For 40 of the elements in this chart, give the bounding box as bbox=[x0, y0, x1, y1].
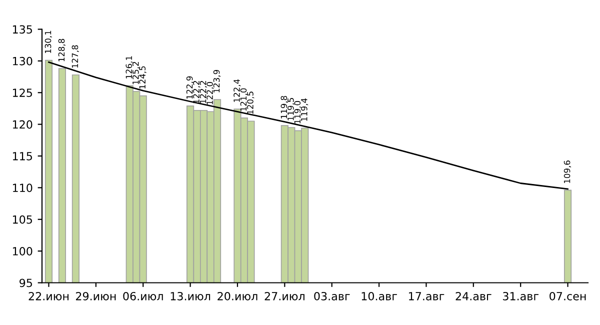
x-tick-label: 06.июл bbox=[123, 292, 163, 300]
x-tick-label: 24.авг bbox=[456, 292, 492, 300]
data-label: 128,8 bbox=[58, 38, 66, 62]
data-label: 122,0 bbox=[206, 82, 214, 104]
data-label: 119,4 bbox=[301, 98, 308, 121]
data-label: 122,2 bbox=[193, 81, 200, 104]
data-label: 119,0 bbox=[294, 101, 302, 124]
y-tick-label: 95 bbox=[20, 278, 32, 288]
x-tick-label: 17.авг bbox=[409, 292, 444, 300]
x-tick-label: 03.авг bbox=[314, 292, 350, 300]
data-label: 119,8 bbox=[280, 96, 288, 118]
data-label: 119,5 bbox=[288, 98, 295, 120]
data-label: 109,6 bbox=[564, 160, 572, 183]
x-tick-label: 31.авг bbox=[503, 292, 538, 300]
data-label: 122,9 bbox=[186, 76, 194, 99]
y-tick-label: 135 bbox=[12, 25, 32, 34]
data-label: 122,2 bbox=[200, 81, 208, 104]
x-tick-label: 10.авг bbox=[362, 292, 397, 300]
data-label: 124,5 bbox=[139, 66, 146, 89]
data-label: 123,9 bbox=[213, 70, 221, 92]
data-label: 125,2 bbox=[132, 62, 140, 84]
y-tick-label: 115 bbox=[12, 152, 32, 160]
x-tick-label: 20.июл bbox=[218, 292, 258, 300]
y-tick-label: 125 bbox=[12, 88, 32, 98]
data-label: 126,1 bbox=[126, 56, 133, 78]
x-tick-label: 13.июл bbox=[170, 292, 210, 300]
y-tick-label: 100 bbox=[12, 247, 32, 256]
data-label: 120,5 bbox=[247, 92, 254, 114]
x-tick-label: 22.июн bbox=[28, 292, 68, 300]
data-label: 121,0 bbox=[240, 88, 248, 111]
data-label: 130,1 bbox=[44, 30, 52, 54]
data-label: 127,8 bbox=[72, 45, 79, 68]
x-tick-label: 27.июл bbox=[264, 292, 304, 300]
x-tick-label: 07.сен bbox=[550, 292, 586, 300]
data-label: 122,4 bbox=[234, 79, 241, 102]
y-tick-label: 130 bbox=[12, 56, 32, 66]
y-tick-label: 110 bbox=[12, 184, 32, 192]
y-tick-label: 120 bbox=[12, 120, 32, 129]
y-tick-label: 105 bbox=[12, 215, 32, 224]
x-tick-label: 29.июн bbox=[76, 292, 116, 300]
